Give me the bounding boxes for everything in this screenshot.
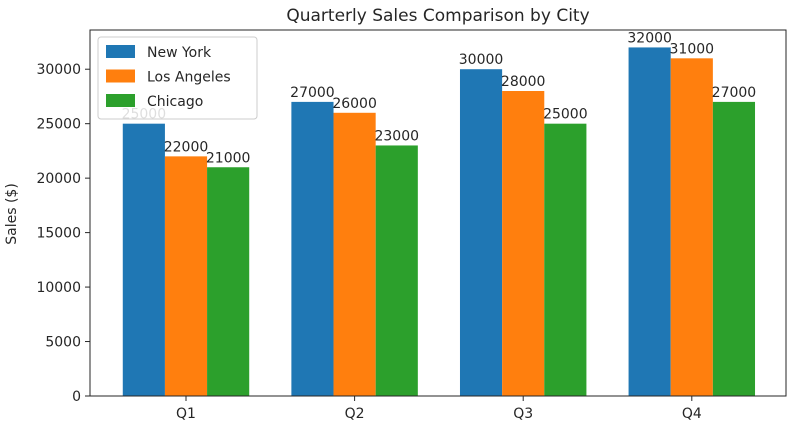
data-label: 32000 bbox=[627, 30, 672, 46]
bar-new-york-q2 bbox=[291, 101, 334, 396]
y-tick-label: 5000 bbox=[45, 335, 81, 351]
data-label: 31000 bbox=[670, 41, 715, 57]
plot-area: 25000 27000 30000 32000 22000 26000 28000 31000… bbox=[36, 29, 787, 422]
y-tick-label: 30000 bbox=[36, 62, 81, 78]
data-label: 27000 bbox=[290, 85, 335, 101]
data-label: 27000 bbox=[712, 85, 757, 101]
y-tick-label: 10000 bbox=[36, 280, 81, 296]
legend-swatch bbox=[106, 69, 135, 83]
legend: New York Los Angeles Chicago bbox=[97, 36, 258, 120]
legend-swatch bbox=[106, 94, 135, 107]
bar-chicago-q1 bbox=[207, 167, 250, 396]
legend-label: Chicago bbox=[147, 94, 203, 110]
bar-new-york-q1 bbox=[122, 123, 165, 397]
y-tick-label: 15000 bbox=[36, 226, 81, 242]
y-tick-label: 20000 bbox=[36, 171, 81, 187]
legend-label: New York bbox=[147, 45, 212, 61]
bar-new-york-q3 bbox=[459, 69, 503, 397]
y-tick-label: 25000 bbox=[36, 117, 81, 133]
bar-los-angeles-q3 bbox=[502, 91, 545, 396]
x-tick-label: Q4 bbox=[682, 406, 702, 422]
legend-box bbox=[97, 36, 258, 120]
data-label: 26000 bbox=[332, 96, 377, 112]
chart-title: Quarterly Sales Comparison by City bbox=[286, 6, 589, 26]
x-tick-label: Q3 bbox=[513, 406, 533, 422]
bar-los-angeles-q4 bbox=[670, 58, 713, 396]
data-label: 23000 bbox=[374, 128, 419, 144]
y-axis-label: Sales ($) bbox=[4, 183, 20, 245]
bar-los-angeles-q2 bbox=[333, 112, 376, 396]
legend-label: Los Angeles bbox=[147, 70, 231, 86]
x-tick-label: Q1 bbox=[176, 406, 196, 422]
x-tick-label: Q2 bbox=[345, 406, 365, 422]
data-label: 30000 bbox=[459, 52, 504, 68]
y-tick-label: 0 bbox=[72, 389, 81, 405]
bar-los-angeles-q1 bbox=[164, 156, 208, 396]
data-label: 22000 bbox=[164, 139, 209, 155]
bar-chicago-q3 bbox=[544, 123, 587, 397]
data-label: 28000 bbox=[501, 74, 546, 90]
data-label: 25000 bbox=[543, 107, 588, 123]
data-label: 21000 bbox=[206, 150, 251, 166]
bar-new-york-q4 bbox=[628, 47, 671, 397]
bar-chicago-q2 bbox=[375, 145, 418, 396]
legend-swatch bbox=[106, 45, 135, 58]
bar-chicago-q4 bbox=[712, 101, 756, 396]
plot-frame bbox=[89, 29, 787, 397]
